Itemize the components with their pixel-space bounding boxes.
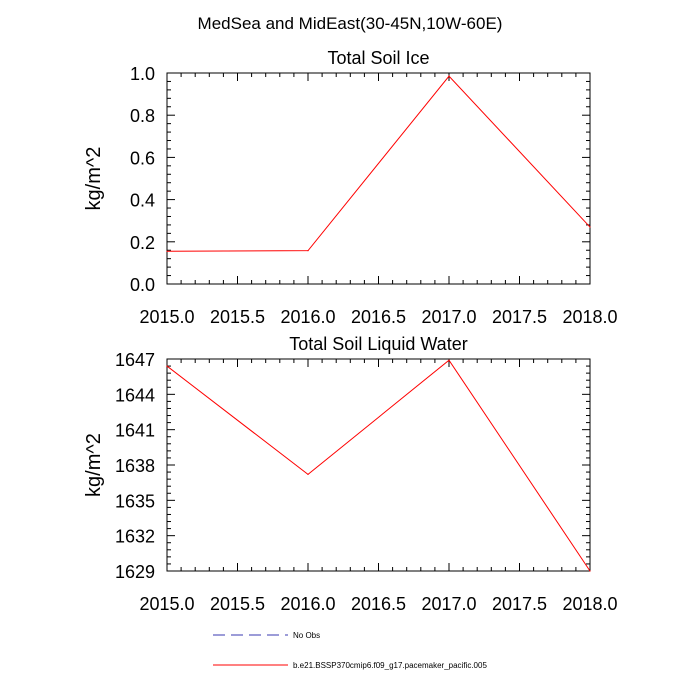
data-point bbox=[589, 570, 591, 572]
x-tick-label: 2017.5 bbox=[492, 594, 547, 614]
y-tick-label: 1629 bbox=[115, 562, 155, 582]
data-point bbox=[307, 250, 309, 252]
legend-label-model: b.e21.BSSP370cmip6.f09_g17.pacemaker_pac… bbox=[293, 661, 487, 670]
y-axis-label: kg/m^2 bbox=[83, 433, 105, 497]
x-tick-label: 2018.0 bbox=[562, 594, 617, 614]
data-point bbox=[307, 473, 309, 476]
data-point bbox=[448, 75, 450, 77]
chart-title: Total Soil Liquid Water bbox=[289, 334, 467, 354]
y-tick-label: 1635 bbox=[115, 491, 155, 511]
y-tick-label: 0.6 bbox=[130, 148, 155, 168]
x-tick-label: 2015.0 bbox=[139, 307, 194, 327]
series-line bbox=[166, 359, 591, 572]
data-point bbox=[166, 250, 168, 252]
x-tick-label: 2017.0 bbox=[421, 594, 476, 614]
x-tick-label: 2016.0 bbox=[280, 594, 335, 614]
x-tick-label: 2018.0 bbox=[562, 307, 617, 327]
y-tick-label: 1638 bbox=[115, 456, 155, 476]
figure-title: MedSea and MidEast(30-45N,10W-60E) bbox=[198, 14, 503, 33]
y-tick-label: 0.4 bbox=[130, 191, 155, 211]
x-tick-label: 2015.5 bbox=[210, 594, 265, 614]
chart-total-soil-ice: Total Soil Ice kg/m^2 2015.0 2015.5 2016.0 20… bbox=[83, 48, 618, 327]
y-tick-label: 1641 bbox=[115, 421, 155, 441]
y-tick-label: 1647 bbox=[115, 350, 155, 370]
y-tick-label: 0.8 bbox=[130, 106, 155, 126]
legend-label-no-obs: No Obs bbox=[293, 631, 320, 640]
plot-frame bbox=[166, 358, 591, 572]
legend-item-no-obs: No Obs bbox=[213, 631, 320, 640]
x-tick-label: 2015.0 bbox=[139, 594, 194, 614]
y-tick-label: 0.2 bbox=[130, 233, 155, 253]
data-point bbox=[166, 365, 168, 367]
y-tick-label: 0.0 bbox=[130, 275, 155, 295]
chart-title: Total Soil Ice bbox=[327, 48, 429, 68]
data-point bbox=[448, 359, 450, 361]
x-tick-label: 2016.5 bbox=[351, 594, 406, 614]
x-tick-label: 2017.0 bbox=[421, 307, 476, 327]
x-tick-label: 2016.0 bbox=[280, 307, 335, 327]
legend: No Obs b.e21.BSSP370cmip6.f09_g17.pacema… bbox=[213, 631, 487, 670]
x-tick-label: 2017.5 bbox=[492, 307, 547, 327]
series-line bbox=[166, 75, 591, 252]
y-tick-label: 1644 bbox=[115, 385, 155, 405]
data-point bbox=[589, 226, 591, 228]
y-tick-label: 1.0 bbox=[130, 64, 155, 84]
chart-total-soil-liquid-water: Total Soil Liquid Water kg/m^2 2015.0 2015.… bbox=[83, 334, 618, 614]
y-tick-label: 1632 bbox=[115, 527, 155, 547]
x-tick-label: 2015.5 bbox=[210, 307, 265, 327]
plot-frame bbox=[166, 72, 591, 285]
x-tick-label: 2016.5 bbox=[351, 307, 406, 327]
y-axis-label: kg/m^2 bbox=[83, 147, 105, 211]
legend-item-model: b.e21.BSSP370cmip6.f09_g17.pacemaker_pac… bbox=[213, 661, 487, 670]
